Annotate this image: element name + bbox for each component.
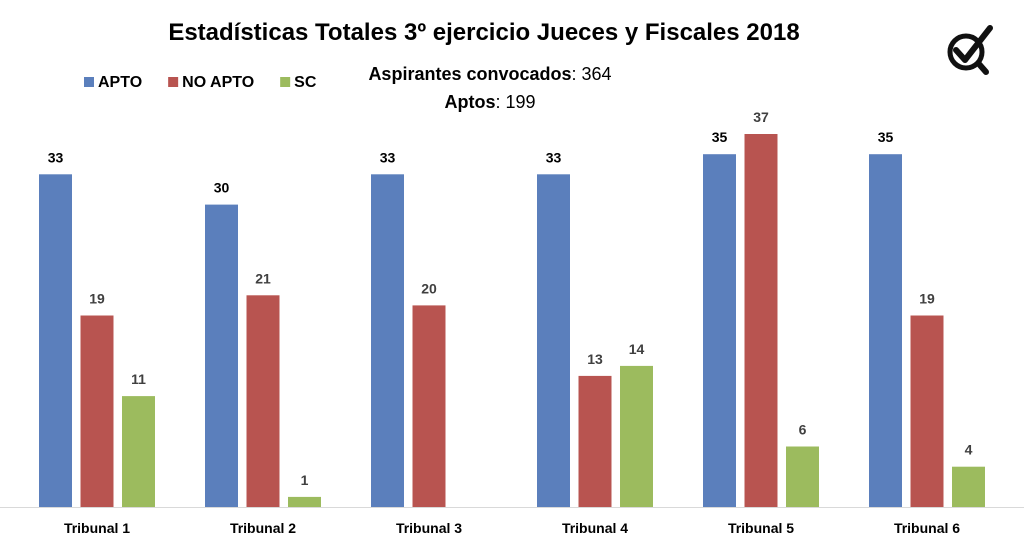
bar-1-5 [703,154,736,507]
bar-2-2 [246,295,280,507]
value-label-1-3: 33 [380,149,396,165]
value-label-3-5: 6 [799,422,807,438]
legend-swatch-1 [168,77,179,87]
category-label-4: Tribunal 4 [562,520,628,536]
bar-3-2 [288,496,321,507]
category-labels: Tribunal 1 Tribunal 2 Tribunal 3 Tribunal 4… [64,520,960,536]
bar-2-5 [744,134,778,507]
value-label-3-1: 11 [131,371,146,387]
value-label-3-4: 14 [629,341,645,357]
category-label-1: Tribunal 1 [64,520,130,536]
bar-2-6 [910,315,944,507]
aptos-value: : 199 [495,92,535,112]
bars-layer: 33 19 11 30 21 1 33 20 33 13 14 35 37 6 35 19 4 [39,109,985,508]
value-label-3-6: 4 [965,442,973,458]
bar-3-6 [952,466,985,507]
value-label-2-6: 19 [919,291,935,307]
bar-2-4 [578,375,612,507]
category-label-6: Tribunal 6 [894,520,960,536]
legend: APTO NO APTO SC [84,74,317,91]
subtitle-aptos: Aptos: 199 [444,92,535,112]
value-label-2-1: 19 [89,291,105,307]
bar-1-3 [371,174,404,508]
convocados-label: Aspirantes convocados [368,64,571,84]
aptos-label: Aptos [444,92,495,112]
bar-2-3 [412,305,446,507]
legend-label-0: APTO [98,74,142,91]
category-label-3: Tribunal 3 [396,520,462,536]
chart-title: Estadísticas Totales 3º ejercicio Jueces… [168,19,799,46]
category-label-5: Tribunal 5 [728,520,794,536]
bar-3-4 [620,365,653,507]
value-label-2-3: 20 [421,280,437,296]
legend-label-2: SC [294,74,317,91]
check-circle-icon [947,25,993,75]
bar-1-2 [205,204,238,507]
legend-label-1: NO APTO [182,74,254,91]
value-label-1-4: 33 [546,149,562,165]
category-label-2: Tribunal 2 [230,520,296,536]
value-label-2-2: 21 [255,270,271,286]
bar-1-1 [39,174,72,508]
value-label-1-5: 35 [712,129,728,145]
bar-1-6 [869,154,902,507]
value-label-1-6: 35 [878,129,894,145]
value-label-2-5: 37 [753,109,769,125]
bar-3-1 [122,396,155,507]
value-label-1-1: 33 [48,149,64,165]
bar-2-1 [80,315,114,507]
subtitle-convocados: Aspirantes convocados: 364 [368,64,611,84]
value-label-3-2: 1 [301,472,309,488]
bar-1-4 [537,174,570,508]
convocados-value: : 364 [572,64,612,84]
legend-swatch-2 [280,77,291,87]
bar-3-5 [786,446,819,507]
value-label-2-4: 13 [587,351,603,367]
legend-swatch-0 [84,77,94,87]
value-label-1-2: 30 [214,180,230,196]
